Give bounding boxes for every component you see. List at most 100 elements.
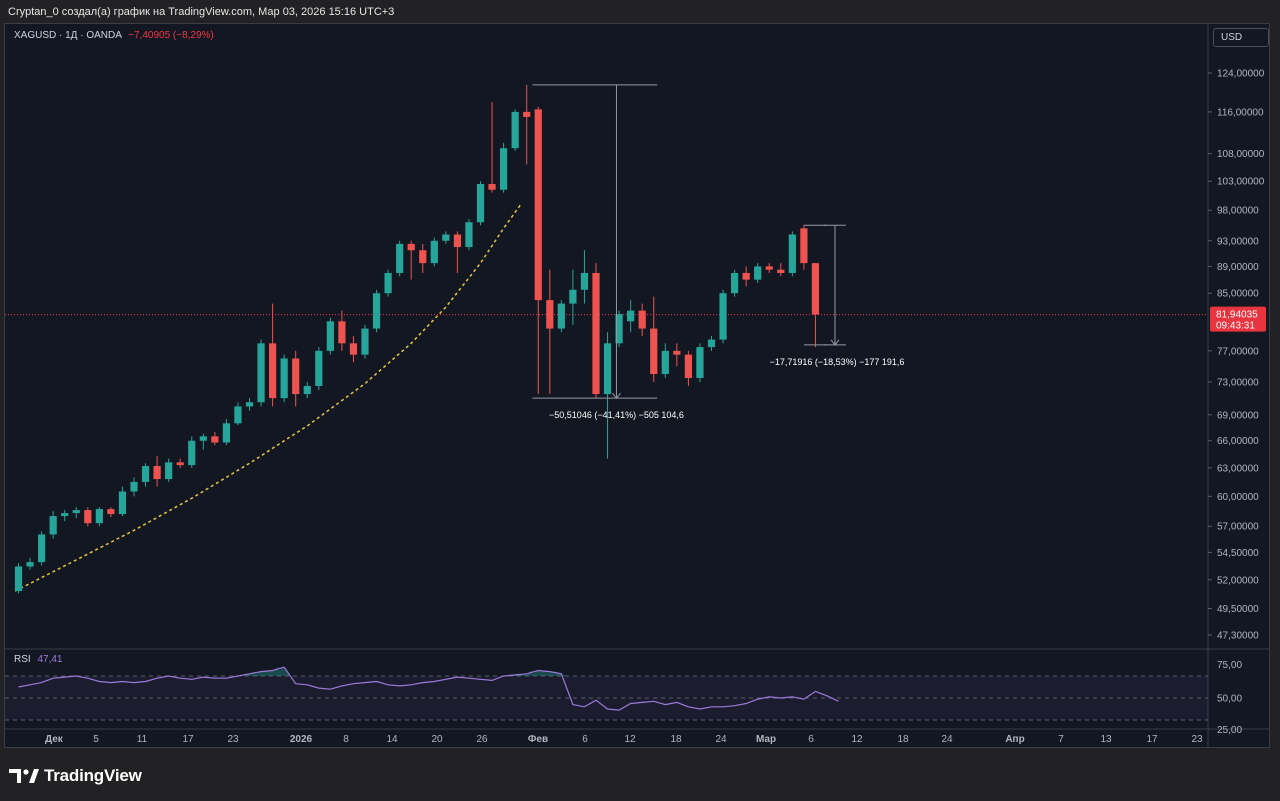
- candle-up: [731, 272, 739, 294]
- candle-up: [580, 272, 589, 290]
- candle-up: [627, 310, 635, 322]
- candle-up: [72, 510, 80, 514]
- rsi-line: [18, 666, 839, 711]
- last-price-badge: [1210, 306, 1266, 332]
- candle-up: [165, 462, 173, 480]
- candle-down: [777, 269, 785, 273]
- symbol-info[interactable]: XAGUSD · 1Д · OANDA −7,40905 (−8,29%): [14, 30, 214, 41]
- time-tick-label: 6: [582, 734, 588, 745]
- candle-up: [303, 385, 311, 395]
- candle-up: [280, 358, 288, 399]
- rsi-legend[interactable]: RSI 47,41: [14, 654, 62, 665]
- price-tick-label: 66,00000: [1217, 436, 1259, 447]
- candle-up: [95, 509, 103, 524]
- candle-up: [719, 293, 727, 340]
- candle-down: [176, 462, 184, 466]
- price-tick-label: 47,30000: [1217, 631, 1259, 642]
- time-tick-label: 18: [897, 734, 909, 745]
- time-tick-label: 11: [137, 734, 148, 745]
- candle-down: [84, 510, 92, 524]
- tradingview-logo-icon: [9, 769, 39, 783]
- price-tick-label: 60,00000: [1217, 492, 1259, 503]
- brand-name: TradingView: [44, 766, 142, 785]
- candle-down: [349, 343, 358, 355]
- candle-down: [638, 310, 646, 329]
- tradingview-brand[interactable]: TradingView: [9, 765, 142, 787]
- candle-down: [592, 272, 600, 395]
- candle-up: [500, 148, 508, 190]
- candle-down: [673, 350, 681, 355]
- time-tick-label: 20: [431, 734, 443, 745]
- candle-down: [650, 328, 658, 375]
- time-tick-label: 6: [808, 734, 814, 745]
- candle-down: [292, 358, 300, 395]
- candle-up: [130, 481, 138, 492]
- symbol-change: −7,40905 (−8,29%): [128, 30, 214, 41]
- candle-up: [696, 347, 704, 378]
- candle-down: [269, 343, 277, 399]
- bar-countdown: 09:43:31: [1216, 321, 1255, 332]
- price-tick-label: 108,00000: [1217, 149, 1265, 160]
- parabolic-trend-curve: [14, 203, 522, 592]
- candle-up: [442, 234, 450, 241]
- time-tick-label: 23: [227, 734, 239, 745]
- price-tick-label: 69,00000: [1217, 410, 1259, 421]
- price-tick-label: 54,50000: [1217, 548, 1259, 559]
- time-tick-label: Мар: [756, 734, 776, 745]
- time-tick-label: Фев: [528, 734, 548, 745]
- price-tick-label: 98,00000: [1217, 206, 1259, 217]
- rsi-overbought-fill: [243, 667, 568, 676]
- time-tick-label: 12: [624, 734, 636, 745]
- time-tick-label: 18: [670, 734, 682, 745]
- candle-down: [453, 234, 461, 248]
- measure-label: −50,51046 (−41,41%) −505 104,6: [549, 410, 684, 420]
- candle-down: [546, 300, 554, 329]
- measure-arrow: [830, 339, 840, 346]
- rsi-tick-label: 50,00: [1217, 694, 1242, 705]
- candle-up: [754, 266, 762, 280]
- candle-up: [511, 111, 519, 149]
- candle-down: [800, 228, 808, 264]
- price-tick-label: 49,50000: [1217, 604, 1259, 615]
- time-tick-label: 23: [1191, 734, 1203, 745]
- time-tick-label: 24: [715, 734, 727, 745]
- candle-down: [338, 321, 346, 344]
- currency-button[interactable]: USD: [1213, 28, 1269, 47]
- candle-up: [326, 321, 334, 351]
- candlestick-chart[interactable]: 124,00000 116,00000 108,00000 103,00000 98,0…: [5, 24, 1270, 748]
- candle-down: [811, 263, 820, 315]
- candle-up: [118, 491, 127, 515]
- candle-up: [26, 562, 34, 567]
- candle-up: [603, 343, 612, 395]
- candle-up: [257, 343, 265, 403]
- candle-up: [222, 423, 230, 443]
- candle-up: [465, 222, 473, 248]
- price-tick-label: 73,00000: [1217, 377, 1259, 388]
- candle-up: [707, 339, 716, 348]
- candle-up: [569, 289, 577, 304]
- time-tick-label: 12: [851, 734, 863, 745]
- time-tick-label: 8: [343, 734, 349, 745]
- price-tick-label: 52,00000: [1217, 575, 1259, 586]
- time-tick-label: 7: [1058, 734, 1064, 745]
- time-tick-label: 17: [182, 734, 194, 745]
- price-tick-label: 77,00000: [1217, 346, 1259, 357]
- candle-up: [245, 402, 254, 407]
- price-tick-label: 57,00000: [1217, 522, 1259, 533]
- time-tick-label: 5: [93, 734, 99, 745]
- price-tick-label: 85,00000: [1217, 289, 1259, 300]
- candle-down: [742, 272, 750, 280]
- candle-up: [234, 406, 242, 424]
- candle-up: [315, 350, 323, 386]
- price-tick-label: 93,00000: [1217, 236, 1259, 247]
- price-tick-label: 116,00000: [1217, 107, 1264, 118]
- candle-down: [211, 436, 219, 443]
- rsi-tick-label: 75,00: [1217, 660, 1242, 671]
- chart-frame[interactable]: 124,00000 116,00000 108,00000 103,00000 98,0…: [4, 23, 1270, 748]
- candle-up: [49, 516, 57, 535]
- candle-down: [684, 354, 692, 378]
- candle-up: [61, 513, 69, 517]
- price-tick-label: 103,00000: [1217, 177, 1265, 188]
- candle-up: [661, 350, 669, 375]
- candle-up: [361, 328, 369, 355]
